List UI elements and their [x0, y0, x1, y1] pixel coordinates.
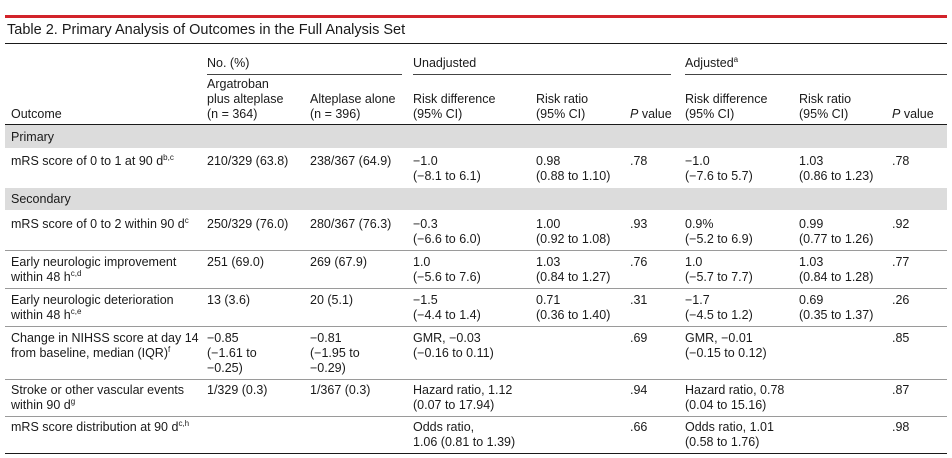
col-header-unadjusted-risk-difference: Risk difference (95% CI) [413, 92, 496, 121]
alteplase-cell: 1/367 (0.3) [310, 383, 371, 397]
argatroban-cell: 210/329 (63.8) [207, 154, 289, 168]
unadjusted-risk-ratio-cell: 0.98 (0.88 to 1.10) [536, 154, 611, 183]
unadjusted-p-value-cell: .93 [630, 217, 648, 231]
unadjusted-risk-ratio-cell: 1.03 (0.84 to 1.27) [536, 255, 611, 284]
unadjusted-p-value-cell: .78 [630, 154, 648, 168]
row-divider [5, 288, 947, 289]
adjusted-risk-ratio-cell: 1.03 (0.84 to 1.28) [799, 255, 874, 284]
adjusted-p-value-cell: .87 [892, 383, 910, 397]
section-band-secondary [5, 188, 947, 210]
outcome-cell: mRS score of 0 to 1 at 90 db,c [11, 153, 174, 169]
outcome-cell: Early neurologic improvement within 48 hc… [11, 255, 177, 284]
unadjusted-risk-difference-cell: −0.3 (−6.6 to 6.0) [413, 217, 481, 246]
row-divider [5, 379, 947, 380]
unadjusted-risk-difference-cell: −1.0 (−8.1 to 6.1) [413, 154, 481, 183]
col-header-alteplase: Alteplase alone (n = 396) [310, 92, 396, 121]
unadjusted-risk-ratio-cell: 1.00 (0.92 to 1.08) [536, 217, 611, 246]
section-label-secondary: Secondary [11, 192, 71, 206]
unadjusted-risk-difference-cell: Hazard ratio, 1.12 (0.07 to 17.94) [413, 383, 513, 412]
unadjusted-p-value-cell: .69 [630, 331, 648, 345]
col-header-adjusted-risk-ratio: Risk ratio (95% CI) [799, 92, 852, 121]
unadjusted-risk-difference-cell: −1.5 (−4.4 to 1.4) [413, 293, 481, 322]
row-divider [5, 326, 947, 327]
argatroban-cell: 251 (69.0) [207, 255, 264, 269]
section-label-primary: Primary [11, 130, 55, 144]
adjusted-p-value-cell: .78 [892, 154, 910, 168]
unadjusted-p-value-cell: .76 [630, 255, 648, 269]
group-header-adjusted: Adjusteda [685, 55, 739, 71]
alteplase-cell: 269 (67.9) [310, 255, 367, 269]
alteplase-cell: 20 (5.1) [310, 293, 354, 307]
header-rule [5, 124, 947, 125]
unadjusted-p-value-cell: .94 [630, 383, 648, 397]
argatroban-cell: 1/329 (0.3) [207, 383, 268, 397]
group-rule-unadjusted [413, 74, 671, 75]
outcome-cell: mRS score of 0 to 2 within 90 dc [11, 216, 189, 232]
group-header-unadjusted: Unadjusted [413, 56, 477, 70]
alteplase-cell: 238/367 (64.9) [310, 154, 392, 168]
adjusted-footnote-marker: a [733, 55, 739, 64]
title-accent-bar [5, 15, 947, 18]
adjusted-risk-difference-cell: 1.0 (−5.7 to 7.7) [685, 255, 753, 284]
group-rule-adjusted [685, 74, 947, 75]
group-rule-count [207, 74, 402, 75]
col-header-argatroban: Argatroban plus alteplase (n = 364) [207, 77, 284, 121]
adjusted-p-value-cell: .26 [892, 293, 910, 307]
adjusted-risk-ratio-cell: 0.69 (0.35 to 1.37) [799, 293, 874, 322]
table-bottom-rule [5, 453, 947, 454]
alteplase-cell: −0.81 (−1.95 to −0.29) [310, 331, 360, 375]
adjusted-risk-difference-cell: Hazard ratio, 0.78 (0.04 to 15.16) [685, 383, 785, 412]
unadjusted-risk-difference-cell: Odds ratio, 1.06 (0.81 to 1.39) [413, 420, 516, 449]
col-header-adjusted-risk-difference: Risk difference (95% CI) [685, 92, 768, 121]
outcome-cell: mRS score distribution at 90 dc,h [11, 419, 190, 435]
adjusted-risk-difference-cell: −1.7 (−4.5 to 1.2) [685, 293, 753, 322]
adjusted-p-value-cell: .85 [892, 331, 910, 345]
outcome-cell: Stroke or other vascular events within 90… [11, 383, 184, 412]
adjusted-risk-ratio-cell: 0.99 (0.77 to 1.26) [799, 217, 874, 246]
adjusted-p-value-cell: .92 [892, 217, 910, 231]
table-title: Table 2. Primary Analysis of Outcomes in… [7, 22, 406, 38]
alteplase-cell: 280/367 (76.3) [310, 217, 392, 231]
section-band-primary [5, 125, 947, 148]
adjusted-p-value-cell: .77 [892, 255, 910, 269]
adjusted-risk-difference-cell: 0.9% (−5.2 to 6.9) [685, 217, 753, 246]
adjusted-risk-difference-cell: −1.0 (−7.6 to 5.7) [685, 154, 753, 183]
unadjusted-risk-difference-cell: 1.0 (−5.6 to 7.6) [413, 255, 481, 284]
col-header-unadjusted-risk-ratio: Risk ratio (95% CI) [536, 92, 589, 121]
row-divider [5, 416, 947, 417]
argatroban-cell: −0.85 (−1.61 to −0.25) [207, 331, 257, 375]
adjusted-risk-difference-cell: GMR, −0.01 (−0.15 to 0.12) [685, 331, 767, 360]
outcome-cell: Change in NIHSS score at day 14 from base… [11, 331, 199, 360]
col-header-unadjusted-p-value: P value [630, 107, 672, 121]
unadjusted-p-value-cell: .31 [630, 293, 648, 307]
unadjusted-risk-difference-cell: GMR, −0.03 (−0.16 to 0.11) [413, 331, 494, 360]
argatroban-cell: 13 (3.6) [207, 293, 251, 307]
outcome-cell: Early neurologic deterioration within 48 … [11, 293, 174, 322]
row-divider [5, 250, 947, 251]
title-rule [5, 43, 947, 44]
group-header-count: No. (%) [207, 56, 250, 70]
argatroban-cell: 250/329 (76.0) [207, 217, 289, 231]
col-header-adjusted-p-value: P value [892, 107, 934, 121]
adjusted-risk-ratio-cell: 1.03 (0.86 to 1.23) [799, 154, 874, 183]
adjusted-risk-difference-cell: Odds ratio, 1.01 (0.58 to 1.76) [685, 420, 774, 449]
col-header-outcome: Outcome [11, 107, 62, 121]
unadjusted-risk-ratio-cell: 0.71 (0.36 to 1.40) [536, 293, 611, 322]
adjusted-p-value-cell: .98 [892, 420, 910, 434]
unadjusted-p-value-cell: .66 [630, 420, 648, 434]
